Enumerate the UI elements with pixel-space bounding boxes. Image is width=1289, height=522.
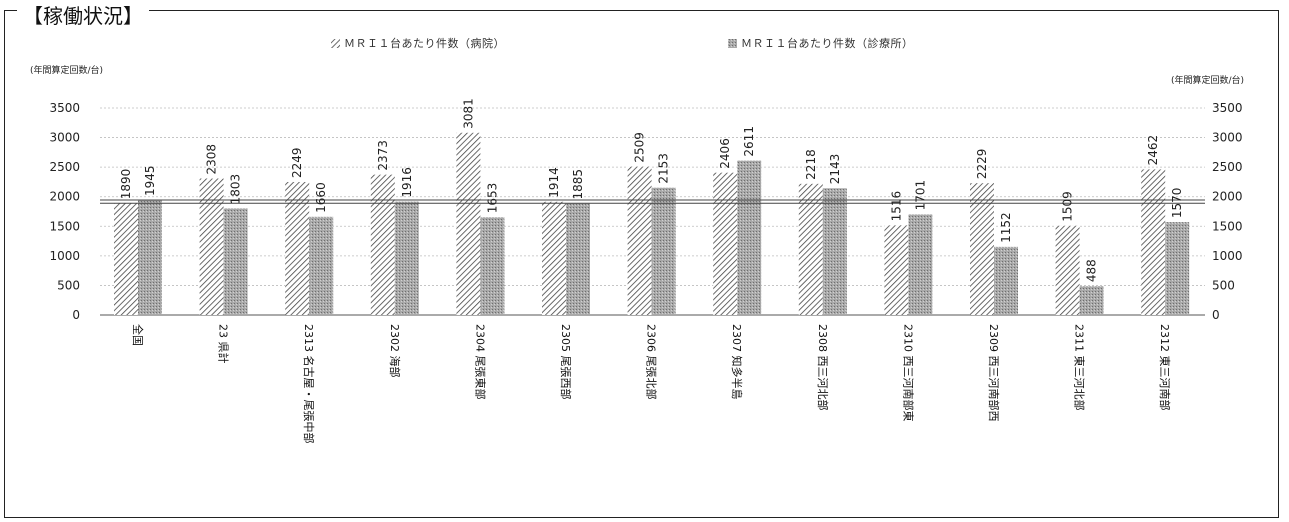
bar-clinic: [138, 199, 162, 315]
bar-clinic: [822, 188, 847, 315]
y-tick-right: 3500: [1212, 101, 1243, 115]
bar-hospital: [627, 166, 652, 315]
data-label-hospital: 2406: [718, 138, 732, 169]
bar-clinic: [566, 203, 590, 315]
legend-swatch-hospital: [331, 39, 340, 48]
bar-hospital: [285, 181, 310, 315]
bar-hospital: [542, 201, 566, 315]
legend-label-clinic: ＭＲＩ１台あたり件数（診療所）: [741, 36, 914, 50]
bar-clinic: [994, 246, 1018, 315]
y-tick-right: 500: [1212, 278, 1235, 292]
data-label-clinic: 1885: [571, 169, 585, 200]
chart-heading: 【稼働状況】: [17, 3, 149, 29]
x-category-label: 2313 名古屋・尾張中部: [302, 324, 316, 444]
data-label-hospital: 2462: [1146, 135, 1160, 166]
x-category-label: 23 県計: [217, 324, 231, 364]
data-label-clinic: 1152: [999, 212, 1013, 243]
data-label-hospital: 2229: [975, 149, 989, 180]
chart-legend: ＭＲＩ１台あたり件数（病院） ＭＲＩ１台あたり件数（診療所）: [331, 36, 914, 50]
data-label-clinic: 1660: [314, 182, 328, 213]
y-axis-unit-right: (年間算定回数/台): [1171, 74, 1244, 86]
bar-clinic: [737, 160, 762, 315]
y-tick-left: 3000: [49, 131, 80, 145]
bar-clinic: [651, 187, 676, 315]
x-category-label: 2307 知多半島: [730, 324, 744, 400]
x-category-label: 2306 尾張北部: [645, 324, 659, 400]
y-tick-right: 2500: [1212, 160, 1243, 174]
y-tick-left: 500: [57, 278, 80, 292]
y-tick-left: 1500: [49, 219, 80, 233]
legend-swatch-clinic: [728, 39, 737, 48]
data-label-clinic: 1701: [913, 180, 927, 211]
y-tick-left: 2500: [49, 160, 80, 174]
x-category-label: 2302 海部: [388, 324, 402, 378]
bar-hospital: [798, 183, 823, 315]
data-label-hospital: 1516: [889, 191, 903, 222]
bar-hospital: [370, 174, 395, 315]
y-tick-left: 1000: [49, 249, 80, 263]
data-label-hospital: 2249: [290, 147, 304, 178]
y-tick-right: 3000: [1212, 131, 1243, 145]
x-category-label: 2304 尾張東部: [473, 324, 487, 400]
x-category-label: 2311 東三河北部: [1073, 324, 1087, 411]
legend-label-hospital: ＭＲＩ１台あたり件数（病院）: [344, 36, 505, 50]
bar-clinic: [309, 216, 334, 315]
x-category-label: 2312 東三河南部: [1158, 324, 1172, 411]
data-label-hospital: 2308: [205, 144, 219, 175]
bar-hospital: [970, 183, 994, 315]
data-label-clinic: 2153: [657, 153, 671, 184]
y-tick-right: 1000: [1212, 249, 1243, 263]
data-label-clinic: 488: [1085, 259, 1099, 282]
y-tick-right: 2000: [1212, 190, 1243, 204]
bar-hospital: [456, 132, 481, 315]
y-tick-left: 0: [72, 308, 80, 322]
bar-clinic: [908, 214, 933, 315]
data-label-hospital: 1914: [547, 167, 561, 198]
data-label-hospital: 2373: [376, 140, 390, 171]
y-tick-left: 3500: [49, 101, 80, 115]
bar-clinic: [1079, 286, 1104, 315]
data-label-hospital: 1509: [1061, 191, 1075, 222]
x-category-label: 2308 西三河北部: [816, 324, 830, 411]
x-category-label: 2310 西三河南部東: [901, 324, 915, 422]
bar-hospital: [199, 178, 224, 315]
data-label-clinic: 2143: [828, 154, 842, 185]
chart-frame: 【稼働状況】: [4, 3, 1279, 518]
y-tick-right: 0: [1212, 308, 1220, 322]
y-tick-right: 1500: [1212, 219, 1243, 233]
bar-clinic: [480, 217, 505, 315]
y-tick-left: 2000: [49, 190, 80, 204]
x-category-label: 全国: [131, 324, 145, 346]
x-category-label: 2309 西三河南部西: [987, 324, 1001, 422]
bar-hospital: [114, 203, 138, 315]
data-label-hospital: 2509: [633, 132, 647, 163]
bar-clinic: [394, 201, 419, 315]
bar-hospital: [884, 225, 909, 315]
data-label-clinic: 1653: [485, 183, 499, 214]
data-label-clinic: 1916: [400, 167, 414, 198]
bar-clinic: [1165, 222, 1190, 315]
bar-hospital: [713, 172, 738, 315]
bar-hospital: [1141, 169, 1166, 315]
data-label-hospital: 3081: [461, 98, 475, 129]
data-label-clinic: 1945: [143, 165, 157, 196]
y-axis-unit-left: (年間算定回数/台): [30, 64, 103, 76]
x-category-label: 2305 尾張西部: [559, 324, 573, 400]
data-label-clinic: 1570: [1170, 188, 1184, 219]
bar-clinic: [223, 208, 248, 315]
data-label-clinic: 2611: [742, 126, 756, 157]
data-label-clinic: 1803: [229, 174, 243, 205]
data-label-hospital: 2218: [804, 149, 818, 180]
bar-hospital: [1055, 225, 1080, 315]
data-label-hospital: 1890: [119, 169, 133, 200]
